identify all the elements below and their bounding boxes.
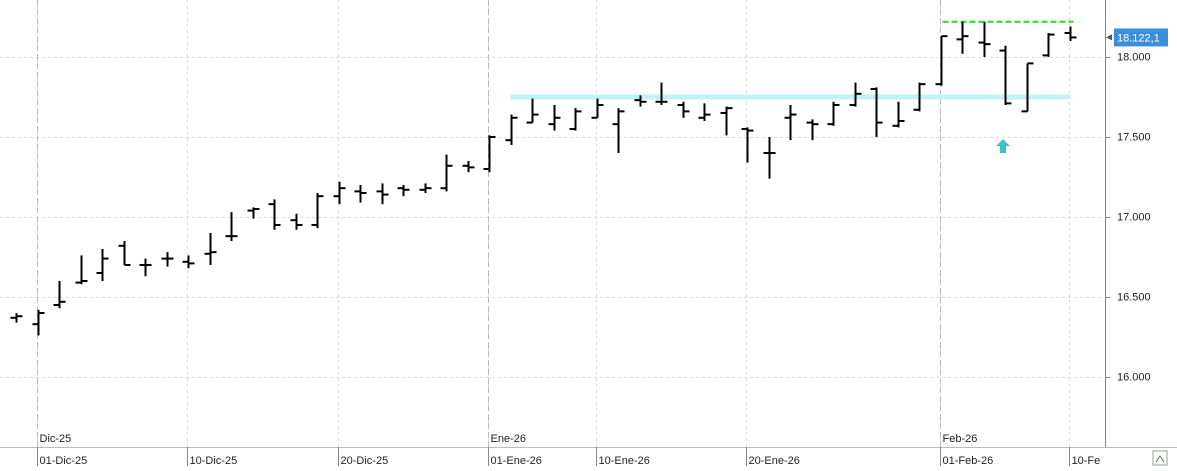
x-tick-label: 01-Feb-26: [943, 455, 994, 467]
arrow-up-annotation: [996, 139, 1010, 153]
x-tick-label: 01-Ene-26: [491, 455, 542, 467]
x-tick-label: 20-Ene-26: [749, 455, 800, 467]
last-price-label: 18.122,1: [1117, 32, 1160, 44]
y-tick-label: 18.000: [1117, 51, 1151, 63]
y-tick-label: 16.500: [1117, 291, 1151, 303]
x-tick-label: 20-Dic-25: [341, 455, 389, 467]
y-tick-label: 17.500: [1117, 131, 1151, 143]
last-price-pointer: [1106, 34, 1112, 41]
month-label: Dic-25: [40, 433, 72, 445]
y-tick-label: 17.000: [1117, 211, 1151, 223]
scale-icon-glyph: [1155, 455, 1165, 463]
x-tick-label: 01-Dic-25: [40, 455, 88, 467]
last-price-tag: [1114, 28, 1168, 47]
x-tick-label: 10-Dic-25: [190, 455, 238, 467]
x-tick-label: 10-Ene-26: [599, 455, 650, 467]
x-tick-label: 10-Fe: [1072, 455, 1101, 467]
y-tick-label: 16.000: [1117, 371, 1151, 383]
month-label: Feb-26: [943, 433, 978, 445]
scale-icon[interactable]: [1152, 450, 1168, 466]
month-label: Ene-26: [491, 433, 526, 445]
